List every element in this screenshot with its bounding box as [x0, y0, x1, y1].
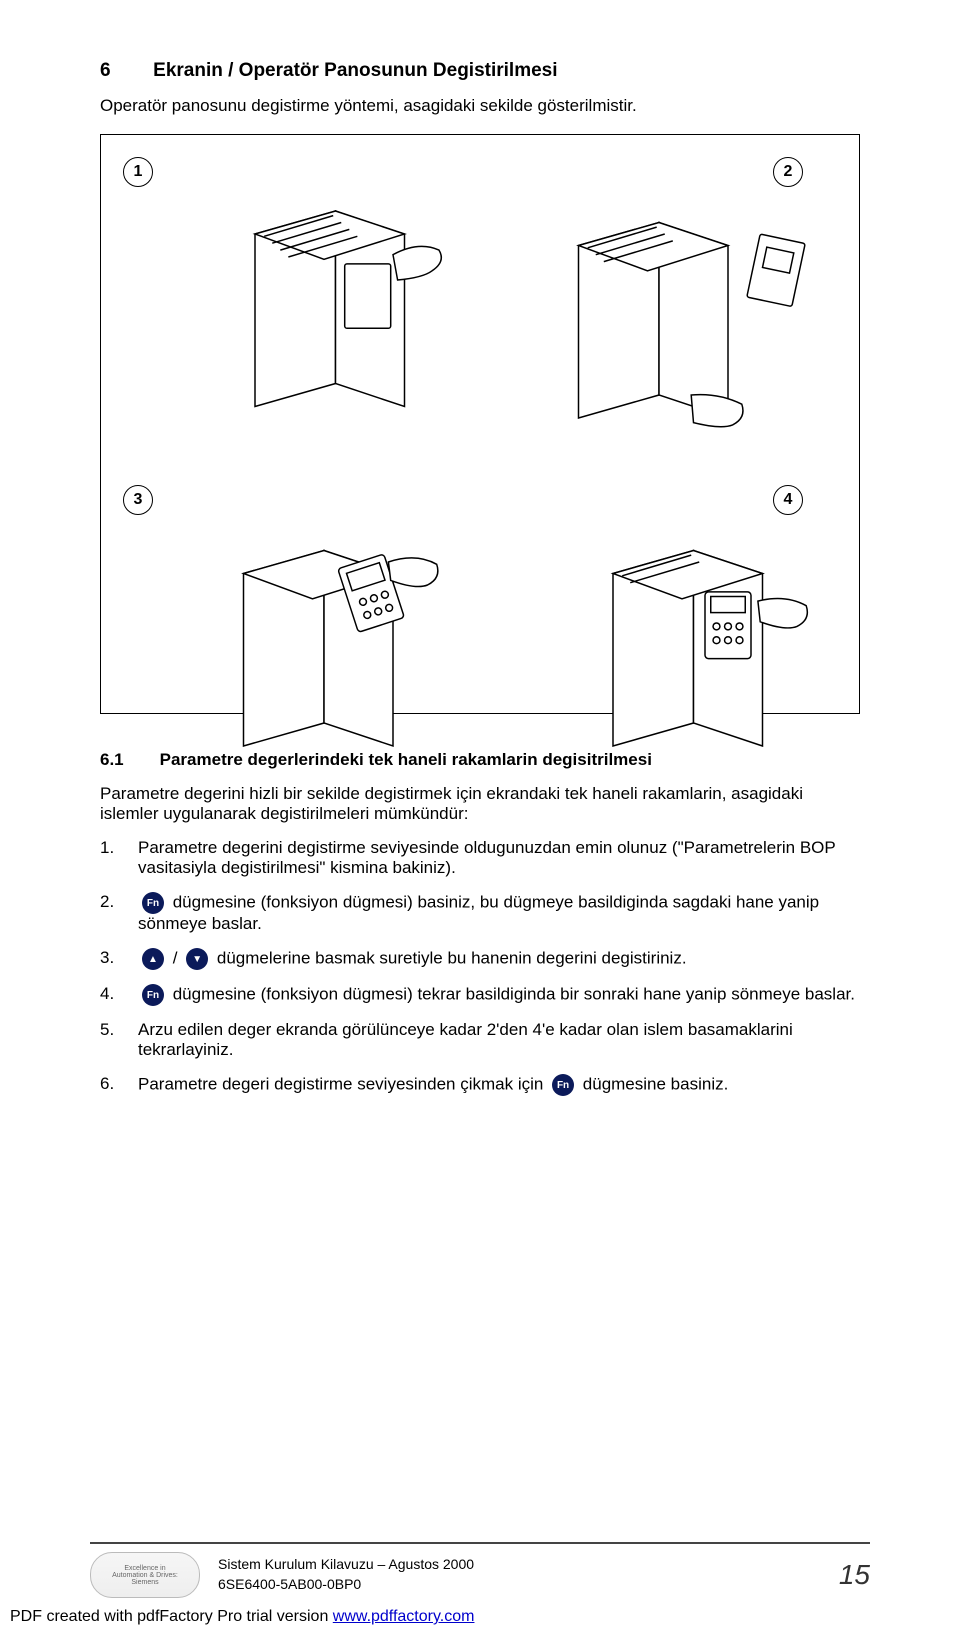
diagram-panel-4: 4	[498, 479, 843, 783]
step-text: Fn dügmesine (fonksiyon dügmesi) basiniz…	[138, 892, 860, 934]
section-intro: Operatör panosunu degistirme yöntemi, as…	[100, 96, 860, 116]
step-number: 5.	[100, 1020, 120, 1040]
diagram-panel-1: 1	[117, 151, 462, 455]
step-text: ▲ / ▼ dügmelerine basmak suretiyle bu ha…	[138, 948, 687, 970]
step-number: 1.	[100, 838, 120, 858]
down-button-icon: ▼	[186, 948, 208, 970]
subsection-intro: Parametre degerini hizli bir sekilde deg…	[100, 784, 860, 824]
siemens-logo: Excellence in Automation & Drives: Sieme…	[90, 1552, 200, 1598]
step-2: 2. Fn dügmesine (fonksiyon dügmesi) basi…	[100, 892, 860, 934]
step-number: 4.	[100, 984, 120, 1004]
section-title: 6 Ekranin / Operatör Panosunun Degistiri…	[100, 60, 860, 82]
step-text: Parametre degerini degistirme seviyesind…	[138, 838, 860, 878]
diagram-panel-2: 2	[498, 151, 843, 455]
step-number: 3.	[100, 948, 120, 968]
page-footer: Excellence in Automation & Drives: Sieme…	[90, 1542, 870, 1598]
step-6: 6. Parametre degeri degistirme seviyesin…	[100, 1074, 860, 1096]
section-number: 6	[100, 60, 111, 81]
fn-button-icon: Fn	[142, 984, 164, 1006]
pdf-watermark: PDF created with pdfFactory Pro trial ve…	[10, 1608, 474, 1626]
step-3: 3. ▲ / ▼ dügmelerine basmak suretiyle bu…	[100, 948, 860, 970]
pdffactory-link[interactable]: www.pdffactory.com	[333, 1608, 475, 1625]
step-text: Fn dügmesine (fonksiyon dügmesi) tekrar …	[138, 984, 855, 1006]
diagram-step-label: 2	[773, 157, 803, 187]
fn-button-icon: Fn	[142, 892, 164, 914]
footer-line1: Sistem Kurulum Kilavuzu – Agustos 2000	[218, 1555, 821, 1575]
step-4: 4. Fn dügmesine (fonksiyon dügmesi) tekr…	[100, 984, 860, 1006]
step-1: 1. Parametre degerini degistirme seviyes…	[100, 838, 860, 878]
step-5: 5. Arzu edilen deger ekranda görülünceye…	[100, 1020, 860, 1060]
fn-button-icon: Fn	[552, 1074, 574, 1096]
panel-replacement-diagram: 1	[100, 134, 860, 714]
up-button-icon: ▲	[142, 948, 164, 970]
diagram-panel-3: 3	[117, 479, 462, 783]
page-number: 15	[839, 1559, 870, 1591]
section-title-text: Ekranin / Operatör Panosunun Degistirilm…	[153, 60, 557, 81]
diagram-step-label: 1	[123, 157, 153, 187]
step-number: 6.	[100, 1074, 120, 1094]
step-text: Arzu edilen deger ekranda görülünceye ka…	[138, 1020, 860, 1060]
diagram-step-label: 3	[123, 485, 153, 515]
step-number: 2.	[100, 892, 120, 912]
diagram-step-label: 4	[773, 485, 803, 515]
step-text: Parametre degeri degistirme seviyesinden…	[138, 1074, 728, 1096]
footer-line2: 6SE6400-5AB00-0BP0	[218, 1575, 821, 1595]
